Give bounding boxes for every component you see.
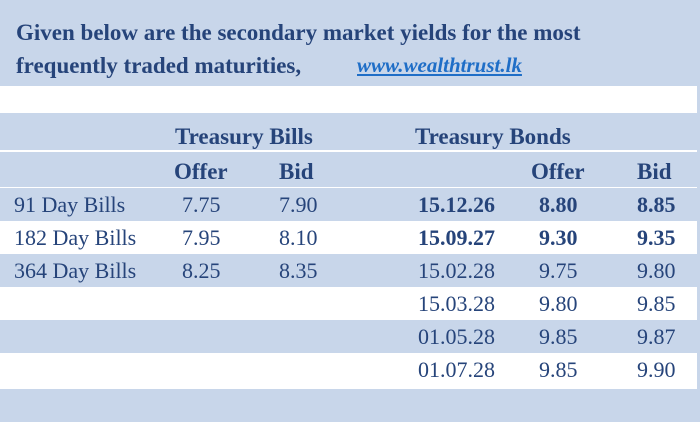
bond-offer-cell: 9.30 [539, 225, 578, 250]
table-row: 182 Day Bills 7.95 8.10 15.09.27 9.30 9.35 [0, 221, 700, 254]
header-line-1: Given below are the secondary market yie… [16, 20, 581, 45]
bill-bid-cell: 7.90 [279, 192, 318, 217]
table-row: 15.03.28 9.80 9.85 [0, 287, 700, 320]
table-row: 91 Day Bills 7.75 7.90 15.12.26 8.80 8.85 [0, 188, 700, 221]
bond-bid-cell: 9.90 [637, 357, 676, 382]
table-row [0, 389, 700, 422]
bond-offer-cell: 9.80 [539, 291, 578, 316]
bond-maturity-cell: 15.09.27 [418, 225, 495, 250]
header-banner [0, 0, 700, 86]
bill-name-cell: 364 Day Bills [14, 258, 137, 283]
bond-bid-cell: 9.35 [637, 225, 676, 250]
header-divider [0, 150, 700, 152]
bill-bid-cell: 8.35 [279, 258, 318, 283]
bill-offer-cell: 8.25 [182, 258, 221, 283]
bill-offer-cell: 7.75 [182, 192, 221, 217]
bond-offer-cell: 9.75 [539, 258, 578, 283]
table-row: 01.07.28 9.85 9.90 [0, 353, 700, 386]
bonds-bid-header: Bid [637, 159, 672, 184]
bond-maturity-cell: 01.05.28 [418, 324, 495, 349]
bond-bid-cell: 9.80 [637, 258, 676, 283]
table-row: 364 Day Bills 8.25 8.35 15.02.28 9.75 9.80 [0, 254, 700, 287]
bill-offer-cell: 7.95 [182, 225, 221, 250]
bond-maturity-cell: 15.03.28 [418, 291, 495, 316]
treasury-bonds-heading: Treasury Bonds [415, 124, 571, 149]
bond-offer-cell: 9.85 [539, 357, 578, 382]
bond-maturity-cell: 15.12.26 [418, 192, 495, 217]
bond-bid-cell: 9.87 [637, 324, 676, 349]
bond-offer-cell: 8.80 [539, 192, 578, 217]
wealthtrust-link[interactable]: www.wealthtrust.lk [357, 53, 522, 77]
bonds-offer-header: Offer [531, 159, 585, 184]
bill-bid-cell: 8.10 [279, 225, 318, 250]
bond-bid-cell: 9.85 [637, 291, 676, 316]
bond-offer-cell: 9.85 [539, 324, 578, 349]
bill-name-cell: 91 Day Bills [14, 192, 126, 217]
bills-offer-header: Offer [174, 159, 228, 184]
bill-name-cell: 182 Day Bills [14, 225, 137, 250]
right-border [697, 0, 700, 400]
bills-bid-header: Bid [279, 159, 314, 184]
spacer [0, 86, 700, 113]
bond-bid-cell: 8.85 [637, 192, 676, 217]
bond-maturity-cell: 15.02.28 [418, 258, 495, 283]
table-row: 01.05.28 9.85 9.87 [0, 320, 700, 353]
header-line-2: frequently traded maturities, [16, 53, 302, 78]
bond-maturity-cell: 01.07.28 [418, 357, 495, 382]
treasury-bills-heading: Treasury Bills [175, 124, 313, 149]
